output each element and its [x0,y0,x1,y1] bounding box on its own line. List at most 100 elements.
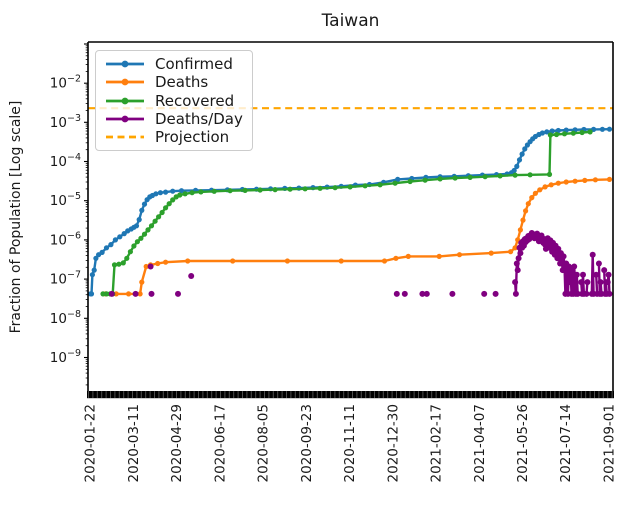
legend-swatch [106,60,144,68]
marker-sample [121,60,129,68]
legend-label: Confirmed [155,55,233,74]
data-point [177,192,183,198]
data-point [587,129,593,135]
data-point [595,260,602,267]
data-point [423,290,430,297]
data-point [170,197,176,203]
data-point [606,126,613,132]
legend-item-deaths: Deaths [104,73,244,91]
x-tick-label: 2020-09-23 [299,404,315,482]
series-line [597,263,603,296]
series-confirmed [88,126,613,297]
data-point [136,217,142,223]
y-tick-label: 10−5 [50,191,81,209]
x-tick-label: 2020-11-11 [342,404,358,482]
data-point [578,279,585,286]
x-axis-tick-band [87,391,614,399]
data-point [134,239,140,245]
data-point [488,250,494,256]
legend-label: Projection [155,127,230,146]
data-point [555,127,561,134]
data-point [133,223,140,229]
data-point [111,262,118,268]
data-point [517,227,524,233]
data-point [153,191,159,197]
data-point [604,279,611,286]
data-point [566,279,573,286]
legend: Confirmed Deaths Recovered Deaths/Day Projec… [95,50,253,151]
data-point [272,187,278,193]
y-tick-label: 10−9 [50,348,81,366]
data-point [511,167,517,174]
data-point [546,171,553,177]
data-point [116,261,122,267]
x-tick-label: 2021-09-01 [602,404,618,482]
data-point [170,188,176,194]
legend-label: Deaths/Day [155,109,243,128]
data-point [91,267,97,273]
data-point [166,201,172,207]
series-deaths-day [132,290,139,297]
x-tick-label: 2020-04-29 [169,404,185,482]
legend-swatch [106,97,144,104]
data-point [539,130,546,136]
data-point [178,188,185,194]
legend-swatch [106,115,144,123]
y-tick-label: 10−7 [50,270,81,288]
data-point [467,174,473,180]
legend-label: Recovered [155,91,235,110]
data-point [605,271,612,278]
x-tick-label: 2021-04-07 [472,404,488,482]
data-point [131,243,137,249]
data-point [597,279,604,286]
data-point [393,255,399,261]
series-deaths-day [175,290,181,297]
x-tick-label: 2020-06-17 [212,404,228,482]
data-point [132,290,139,297]
data-point [242,187,248,193]
data-point [532,190,539,196]
series-deaths-day [492,290,499,297]
data-point [362,183,368,189]
data-point [332,185,338,191]
data-point [606,176,613,182]
data-point [564,271,571,278]
data-point [117,234,123,240]
data-point [512,290,519,297]
marker-sample [121,97,129,104]
data-point [513,260,520,267]
data-point [163,205,169,211]
data-point [157,190,163,196]
data-point [579,129,585,136]
data-point [287,186,293,192]
series-deaths-day [604,271,613,297]
data-point [571,263,578,270]
data-point [159,209,165,216]
data-point [395,176,401,182]
x-tick-label: 2020-03-11 [126,404,142,482]
data-point [553,131,560,138]
x-tick-label: 2021-02-17 [429,404,445,482]
series-recovered [100,129,593,297]
data-point [148,290,155,297]
data-point [482,174,488,180]
data-point [148,223,155,229]
data-point [155,260,161,267]
data-point [561,131,568,137]
data-point [515,255,522,262]
series-deaths-day [108,290,115,297]
data-point [108,242,114,248]
data-point [525,201,531,207]
data-point [592,177,599,183]
series-deaths-day [393,290,400,297]
legend-item-deaths-day: Deaths/Day [104,110,244,128]
data-point [401,290,408,297]
legend-item-recovered: Recovered [104,91,244,110]
data-point [198,189,204,195]
y-axis: 10−2 10−3 10−4 10−5 10−6 10−7 10−8 10−9 [50,43,88,386]
data-point [127,249,133,255]
data-point [589,251,596,258]
data-point [393,290,400,297]
